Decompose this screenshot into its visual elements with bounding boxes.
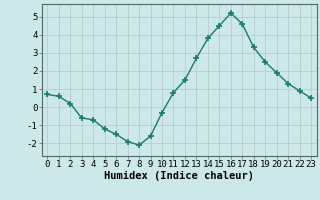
X-axis label: Humidex (Indice chaleur): Humidex (Indice chaleur) bbox=[104, 171, 254, 181]
